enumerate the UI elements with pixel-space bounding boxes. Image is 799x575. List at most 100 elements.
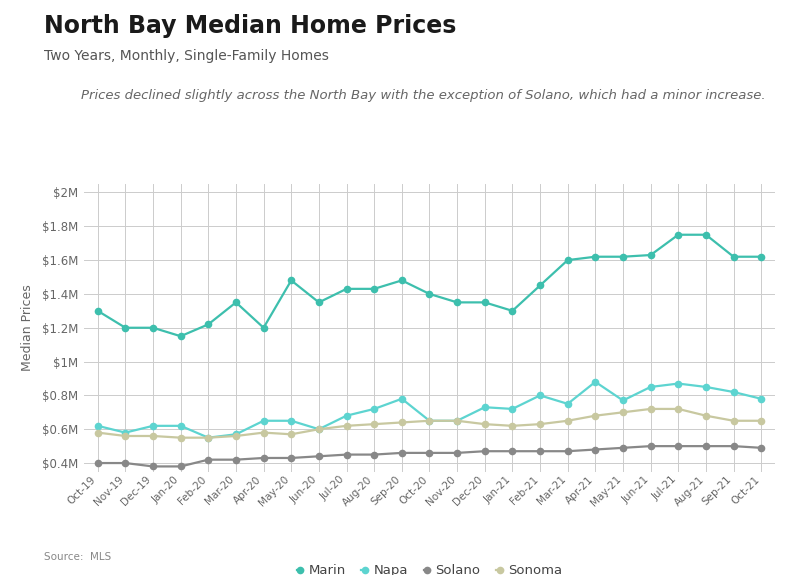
Solano <box>618 444 628 451</box>
Napa <box>286 417 296 424</box>
Sonoma <box>618 409 628 416</box>
Marin <box>646 252 655 259</box>
Solano <box>425 450 435 457</box>
Sonoma <box>397 419 407 426</box>
Solano <box>480 448 490 455</box>
Sonoma <box>93 429 102 436</box>
Solano <box>535 448 545 455</box>
Sonoma <box>286 431 296 438</box>
Napa <box>259 417 268 424</box>
Solano <box>507 448 517 455</box>
Sonoma <box>562 417 572 424</box>
Napa <box>562 400 572 407</box>
Napa <box>397 396 407 402</box>
Napa <box>507 405 517 412</box>
Napa <box>757 396 766 402</box>
Sonoma <box>149 432 158 439</box>
Sonoma <box>480 421 490 428</box>
Napa <box>590 378 600 385</box>
Marin <box>204 321 213 328</box>
Sonoma <box>369 421 379 428</box>
Solano <box>342 451 352 458</box>
Napa <box>369 405 379 412</box>
Solano <box>121 459 130 466</box>
Sonoma <box>535 421 545 428</box>
Text: Prices declined slightly across the North Bay with the exception of Solano, whic: Prices declined slightly across the Nort… <box>81 89 765 102</box>
Marin <box>674 231 683 238</box>
Napa <box>618 397 628 404</box>
Y-axis label: Median Prices: Median Prices <box>21 285 34 371</box>
Napa <box>121 429 130 436</box>
Napa <box>452 417 462 424</box>
Solano <box>757 444 766 451</box>
Marin <box>702 231 711 238</box>
Marin <box>314 299 324 306</box>
Sonoma <box>204 434 213 441</box>
Napa <box>425 417 435 424</box>
Napa <box>646 384 655 390</box>
Legend: Marin, Napa, Solano, Sonoma: Marin, Napa, Solano, Sonoma <box>296 564 562 575</box>
Marin <box>342 285 352 292</box>
Solano <box>369 451 379 458</box>
Napa <box>342 412 352 419</box>
Solano <box>702 443 711 450</box>
Text: North Bay Median Home Prices: North Bay Median Home Prices <box>44 14 456 39</box>
Solano <box>231 456 240 463</box>
Sonoma <box>342 423 352 430</box>
Solano <box>259 454 268 461</box>
Sonoma <box>314 426 324 432</box>
Sonoma <box>231 432 240 439</box>
Napa <box>93 423 102 430</box>
Marin <box>425 290 435 297</box>
Solano <box>562 448 572 455</box>
Marin <box>729 253 738 260</box>
Sonoma <box>702 412 711 419</box>
Marin <box>149 324 158 331</box>
Sonoma <box>729 417 738 424</box>
Line: Solano: Solano <box>94 442 765 470</box>
Marin <box>231 299 240 306</box>
Marin <box>121 324 130 331</box>
Sonoma <box>121 432 130 439</box>
Line: Napa: Napa <box>94 378 765 442</box>
Solano <box>314 453 324 460</box>
Solano <box>176 463 185 470</box>
Text: Source:  MLS: Source: MLS <box>44 553 111 562</box>
Napa <box>314 426 324 432</box>
Solano <box>286 454 296 461</box>
Marin <box>369 285 379 292</box>
Solano <box>646 443 655 450</box>
Marin <box>562 256 572 263</box>
Sonoma <box>674 405 683 412</box>
Solano <box>590 446 600 453</box>
Napa <box>674 380 683 387</box>
Sonoma <box>757 417 766 424</box>
Marin <box>757 253 766 260</box>
Marin <box>480 299 490 306</box>
Text: Two Years, Monthly, Single-Family Homes: Two Years, Monthly, Single-Family Homes <box>44 49 329 63</box>
Line: Sonoma: Sonoma <box>94 405 765 442</box>
Marin <box>618 253 628 260</box>
Solano <box>674 443 683 450</box>
Sonoma <box>452 417 462 424</box>
Napa <box>729 389 738 396</box>
Napa <box>702 384 711 390</box>
Napa <box>204 434 213 441</box>
Sonoma <box>259 429 268 436</box>
Sonoma <box>646 405 655 412</box>
Napa <box>480 404 490 411</box>
Napa <box>535 392 545 399</box>
Solano <box>204 456 213 463</box>
Solano <box>93 459 102 466</box>
Line: Marin: Marin <box>94 231 765 340</box>
Sonoma <box>176 434 185 441</box>
Marin <box>535 282 545 289</box>
Sonoma <box>425 417 435 424</box>
Marin <box>93 308 102 315</box>
Solano <box>729 443 738 450</box>
Solano <box>452 450 462 457</box>
Solano <box>397 450 407 457</box>
Marin <box>176 333 185 340</box>
Marin <box>590 253 600 260</box>
Napa <box>176 423 185 430</box>
